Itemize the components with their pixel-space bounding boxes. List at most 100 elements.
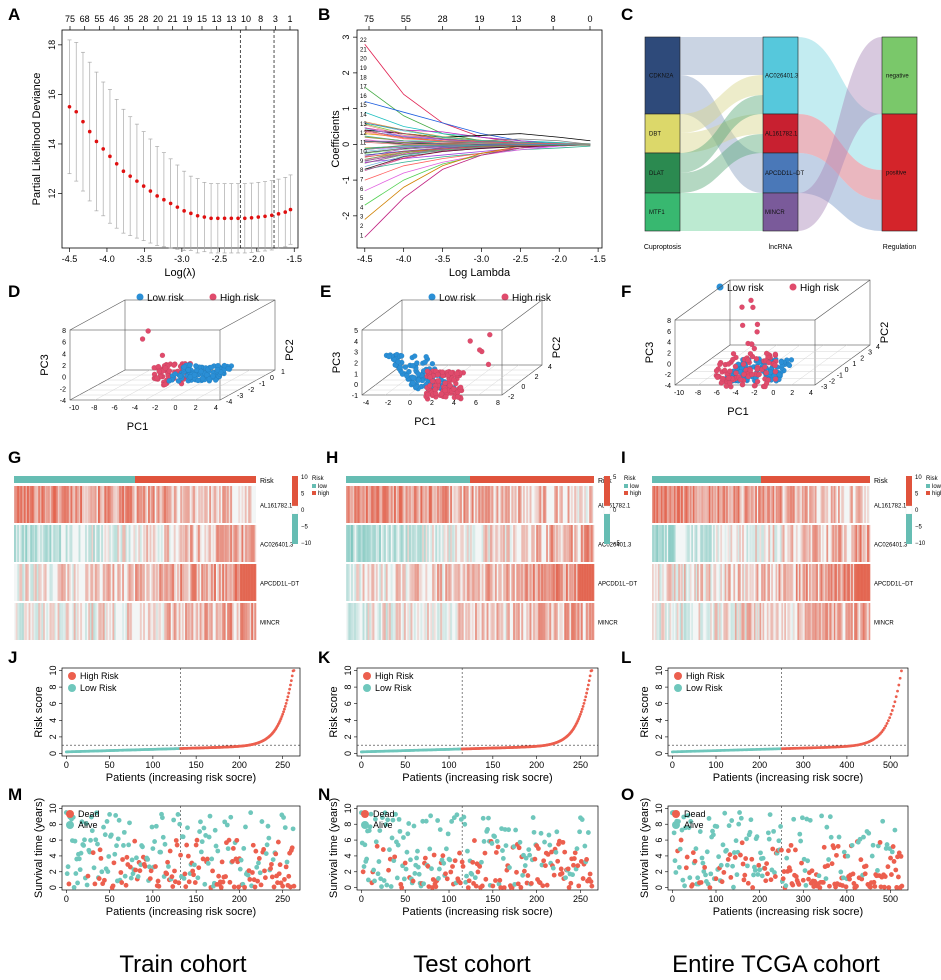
- legend-low-label: Low Risk: [375, 683, 412, 693]
- heatmap-cell: [160, 486, 163, 523]
- heatmap-cell: [759, 486, 762, 523]
- alive-point: [783, 883, 789, 889]
- high-risk-point: [289, 679, 293, 682]
- heatmap-cell: [387, 486, 390, 523]
- dead-point: [763, 878, 769, 884]
- alive-point: [803, 883, 809, 888]
- heatmap-cell: [524, 525, 527, 562]
- alive-point: [82, 837, 87, 843]
- heatmap-cell: [654, 486, 657, 523]
- alive-point: [373, 839, 379, 845]
- dead-point: [262, 868, 267, 874]
- heatmap-cell: [465, 486, 467, 523]
- heatmap-cell: [209, 564, 212, 601]
- panel-letter-a: A: [8, 5, 20, 24]
- heatmap-cell: [438, 603, 441, 640]
- heatmap-cell: [787, 525, 789, 562]
- heatmap-cell: [157, 603, 160, 640]
- alive-point: [99, 869, 105, 875]
- heatmap-cell: [494, 486, 497, 523]
- heatmap-cell: [30, 486, 33, 523]
- y-tick-label: 10: [48, 665, 58, 675]
- heatmap-cell: [471, 525, 474, 562]
- dead-point: [253, 848, 259, 854]
- heatmap-cell: [575, 525, 578, 562]
- high-risk-point: [748, 297, 754, 304]
- alive-point: [77, 867, 83, 873]
- alive-point: [73, 871, 79, 876]
- heatmap-cell: [104, 525, 107, 562]
- heatmap-cell: [555, 603, 558, 640]
- heatmap-cell: [752, 564, 755, 601]
- heatmap-cell: [20, 525, 23, 562]
- box-edge: [674, 279, 731, 321]
- heatmap-cell: [504, 603, 507, 640]
- heatmap-cell: [68, 525, 71, 562]
- low-risk-point: [187, 362, 193, 368]
- top-tick-label: 0: [587, 14, 592, 24]
- heatmap-cell: [585, 486, 588, 523]
- heatmap-cell: [801, 525, 804, 562]
- heatmap-cell: [572, 564, 575, 601]
- heatmap-cell: [855, 486, 858, 523]
- heatmap-cell: [526, 564, 529, 601]
- heatmap-cell: [109, 486, 112, 523]
- heatmap-cell: [501, 525, 504, 562]
- alive-point: [101, 824, 106, 830]
- heatmap-cell: [486, 525, 489, 562]
- path-index-label: 3: [360, 215, 364, 221]
- heatmap-cell: [833, 486, 836, 523]
- panel-letter-k: K: [318, 648, 331, 667]
- alive-point: [875, 868, 880, 873]
- heatmap-cell: [407, 603, 410, 640]
- heatmap-cell: [105, 603, 108, 640]
- heatmap-cell: [47, 525, 50, 562]
- heatmap-cell: [766, 486, 769, 523]
- heatmap-cell: [846, 603, 849, 640]
- alive-point: [823, 876, 829, 881]
- alive-point: [754, 834, 760, 840]
- heatmap-cell: [766, 564, 769, 601]
- heatmap-cell: [691, 525, 693, 562]
- heatmap-cell: [532, 564, 535, 601]
- heatmap-cell: [239, 564, 242, 601]
- heatmap-cell: [115, 525, 118, 562]
- heatmap-cell: [64, 603, 66, 640]
- heatmap-cell: [511, 486, 514, 523]
- heatmap-cell: [527, 564, 530, 601]
- top-tick-label: 13: [511, 14, 521, 24]
- pc1-tick: -2: [152, 405, 158, 412]
- heatmap-cell: [852, 564, 855, 601]
- x-tick-label: 0: [359, 760, 364, 770]
- alive-point: [828, 834, 834, 840]
- heatmap-cell: [749, 564, 752, 601]
- heatmap-cell: [235, 525, 237, 562]
- heatmap-cell: [772, 486, 775, 523]
- dead-point: [66, 881, 72, 887]
- scale-bar-high: [906, 476, 912, 506]
- heatmap-cell: [228, 564, 231, 601]
- heatmap-cell: [128, 486, 131, 523]
- heatmap-cell: [189, 564, 192, 601]
- heatmap-cell: [795, 525, 798, 562]
- heatmap-cell: [43, 525, 45, 562]
- heatmap-cell: [547, 603, 550, 640]
- heatmap-cell: [57, 603, 60, 640]
- heatmap-cell: [440, 564, 443, 601]
- heatmap-cell: [362, 564, 365, 601]
- heatmap-cell: [39, 564, 42, 601]
- heatmap-cell: [501, 486, 504, 523]
- top-tick-label: 68: [80, 14, 90, 24]
- y-tick-label: 0: [343, 751, 353, 756]
- pc3-tick: 1: [354, 371, 358, 378]
- heatmap-cell: [441, 525, 444, 562]
- heatmap-cell: [204, 603, 207, 640]
- dead-point: [460, 863, 466, 869]
- heatmap-cell: [519, 486, 522, 523]
- alive-point: [205, 860, 211, 866]
- heatmap-cell: [592, 603, 595, 640]
- pc1-tick: 0: [173, 405, 177, 412]
- heatmap-cell: [443, 603, 446, 640]
- heatmap-cell: [686, 603, 689, 640]
- heatmap-cell: [864, 525, 866, 562]
